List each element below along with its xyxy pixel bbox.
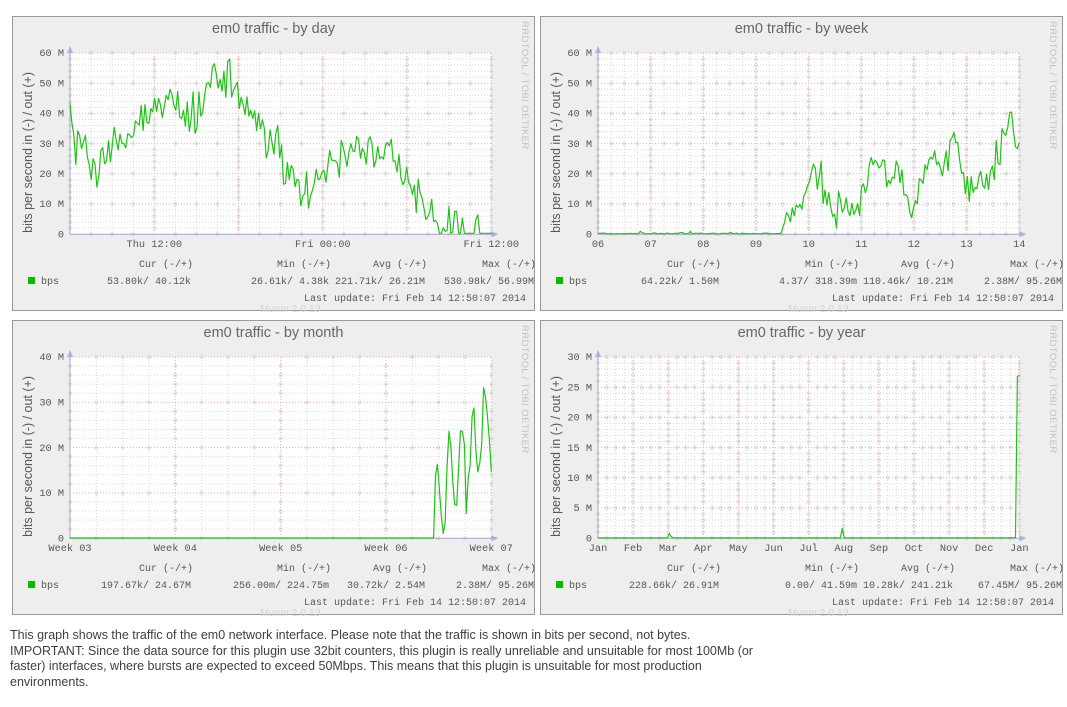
svg-text:30 M: 30 M — [39, 139, 64, 151]
svg-text:Jun: Jun — [764, 543, 783, 555]
svg-text:08: 08 — [697, 239, 709, 251]
svg-text:Feb: Feb — [624, 543, 643, 555]
svg-text:13: 13 — [960, 239, 972, 251]
svg-text:Sep: Sep — [870, 543, 889, 555]
svg-text:5 M: 5 M — [573, 503, 592, 515]
svg-text:60 M: 60 M — [39, 48, 64, 60]
svg-text:Jan: Jan — [1010, 543, 1029, 555]
svg-text:20 M: 20 M — [39, 169, 64, 181]
svg-text:Jan: Jan — [589, 543, 608, 555]
svg-text:10: 10 — [803, 239, 815, 251]
svg-text:Week 03: Week 03 — [48, 543, 91, 555]
svg-text:20 M: 20 M — [567, 413, 592, 425]
svg-text:12: 12 — [908, 239, 920, 251]
svg-text:40 M: 40 M — [39, 352, 64, 364]
svg-text:0: 0 — [58, 229, 64, 241]
svg-text:Week 04: Week 04 — [154, 543, 197, 555]
svg-text:20 M: 20 M — [567, 169, 592, 181]
svg-text:Week 06: Week 06 — [364, 543, 407, 555]
svg-text:May: May — [729, 543, 748, 555]
svg-text:40 M: 40 M — [39, 109, 64, 121]
svg-text:60 M: 60 M — [567, 48, 592, 60]
svg-text:Week 05: Week 05 — [259, 543, 302, 555]
svg-text:10 M: 10 M — [567, 473, 592, 485]
svg-text:Fri 12:00: Fri 12:00 — [464, 239, 520, 251]
svg-text:Nov: Nov — [940, 543, 959, 555]
svg-text:Week 07: Week 07 — [470, 543, 513, 555]
svg-text:10 M: 10 M — [39, 199, 64, 211]
svg-text:50 M: 50 M — [567, 78, 592, 90]
svg-text:30 M: 30 M — [567, 352, 592, 364]
svg-text:07: 07 — [645, 239, 657, 251]
svg-text:50 M: 50 M — [39, 78, 64, 90]
svg-text:Oct: Oct — [905, 543, 924, 555]
svg-text:Jul: Jul — [799, 543, 818, 555]
svg-text:Mar: Mar — [659, 543, 678, 555]
svg-text:09: 09 — [750, 239, 762, 251]
svg-text:11: 11 — [855, 239, 867, 251]
svg-text:25 M: 25 M — [567, 382, 592, 394]
svg-text:Apr: Apr — [694, 543, 713, 555]
svg-text:10 M: 10 M — [567, 199, 592, 211]
svg-text:20 M: 20 M — [39, 443, 64, 455]
svg-text:30 M: 30 M — [39, 397, 64, 409]
svg-text:10 M: 10 M — [39, 488, 64, 500]
svg-text:40 M: 40 M — [567, 109, 592, 121]
svg-text:Dec: Dec — [975, 543, 994, 555]
svg-text:06: 06 — [592, 239, 604, 251]
svg-text:30 M: 30 M — [567, 139, 592, 151]
svg-text:14: 14 — [1013, 239, 1025, 251]
svg-text:Aug: Aug — [835, 543, 854, 555]
svg-text:15 M: 15 M — [567, 443, 592, 455]
svg-text:Fri 00:00: Fri 00:00 — [295, 239, 351, 251]
svg-text:Thu 12:00: Thu 12:00 — [127, 239, 183, 251]
